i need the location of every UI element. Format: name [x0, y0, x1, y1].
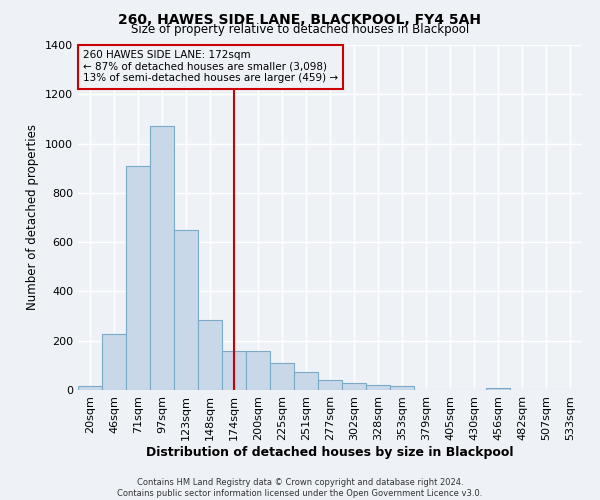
Y-axis label: Number of detached properties: Number of detached properties — [26, 124, 40, 310]
Text: Size of property relative to detached houses in Blackpool: Size of property relative to detached ho… — [131, 22, 469, 36]
Bar — [198, 320, 222, 390]
Bar — [102, 334, 126, 390]
Text: Contains HM Land Registry data © Crown copyright and database right 2024.
Contai: Contains HM Land Registry data © Crown c… — [118, 478, 482, 498]
Bar — [246, 351, 270, 390]
Bar — [126, 166, 150, 390]
X-axis label: Distribution of detached houses by size in Blackpool: Distribution of detached houses by size … — [146, 446, 514, 458]
Bar — [342, 384, 366, 390]
Text: 260 HAWES SIDE LANE: 172sqm
← 87% of detached houses are smaller (3,098)
13% of : 260 HAWES SIDE LANE: 172sqm ← 87% of det… — [83, 50, 338, 84]
Text: 260, HAWES SIDE LANE, BLACKPOOL, FY4 5AH: 260, HAWES SIDE LANE, BLACKPOOL, FY4 5AH — [119, 12, 482, 26]
Bar — [390, 386, 414, 390]
Bar — [78, 386, 102, 390]
Bar — [150, 126, 174, 390]
Bar — [222, 351, 246, 390]
Bar — [174, 230, 198, 390]
Bar — [318, 380, 342, 390]
Bar — [486, 388, 510, 390]
Bar — [294, 372, 318, 390]
Bar — [270, 364, 294, 390]
Bar — [366, 385, 390, 390]
